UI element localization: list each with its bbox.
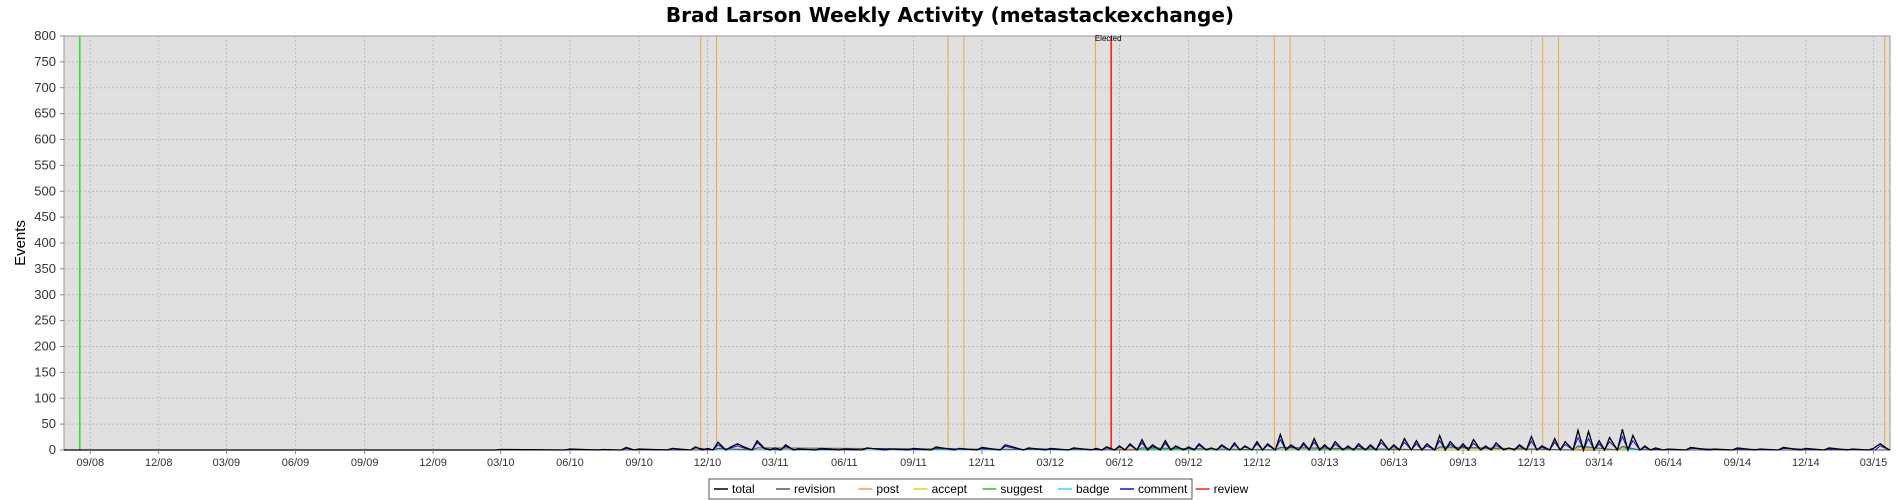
- y-tick-label: 350: [34, 261, 56, 276]
- x-tick-label: 09/08: [77, 457, 105, 469]
- y-tick-label: 450: [34, 209, 56, 224]
- grid-lines: [64, 36, 1890, 450]
- y-tick-label: 600: [34, 132, 56, 147]
- x-tick-label: 12/09: [419, 457, 447, 469]
- x-tick-label: 03/10: [487, 457, 515, 469]
- y-tick-label: 0: [49, 442, 56, 457]
- y-axis-label: Events: [12, 220, 29, 266]
- x-tick-label: 03/13: [1311, 457, 1339, 469]
- y-tick-label: 300: [34, 287, 56, 302]
- y-tick-label: 550: [34, 157, 56, 172]
- legend-item-suggest: suggest: [1000, 482, 1043, 496]
- legend-item-accept: accept: [932, 482, 968, 496]
- legend-item-comment: comment: [1138, 482, 1188, 496]
- x-tick-label: 12/14: [1792, 457, 1820, 469]
- x-tick-label: 12/12: [1243, 457, 1271, 469]
- series-line-badge: [64, 446, 1890, 451]
- data-series: [64, 427, 1891, 453]
- x-tick-label: 03/11: [762, 457, 789, 469]
- x-tick-label: 03/09: [213, 457, 241, 469]
- x-tick-label: 12/08: [145, 457, 173, 469]
- x-tick-label: 12/11: [969, 457, 996, 469]
- x-tick-label: 03/15: [1860, 457, 1888, 469]
- y-tick-label: 100: [34, 390, 56, 405]
- y-tick-label: 650: [34, 106, 56, 121]
- legend-item-revision: revision: [794, 482, 835, 496]
- y-tick-label: 800: [34, 28, 56, 43]
- x-tick-label: 12/10: [694, 457, 722, 469]
- legend-item-badge: badge: [1076, 482, 1110, 496]
- x-tick-label: 09/14: [1724, 457, 1752, 469]
- y-tick-label: 700: [34, 80, 56, 95]
- x-tick-label: 06/10: [556, 457, 584, 469]
- y-axis: 0 50 100 150 200 250 300 350 400 450 500 550 600 650 7…: [34, 28, 64, 457]
- event-label: Elected: [1095, 34, 1122, 43]
- series-line-total: [64, 427, 1891, 453]
- y-tick-label: 150: [34, 364, 56, 379]
- x-tick-label: 06/14: [1654, 457, 1682, 469]
- x-tick-label: 06/09: [282, 457, 310, 469]
- legend-item-review: review: [1214, 482, 1249, 496]
- x-tick-label: 03/14: [1585, 457, 1613, 469]
- legend-item-post: post: [876, 482, 899, 496]
- x-tick-label: 09/09: [351, 457, 379, 469]
- x-tick-label: 06/11: [831, 457, 858, 469]
- x-axis: 09/08 12/08 03/09 06/09 09/09 12/09 03/10 06/10…: [77, 450, 1888, 469]
- x-tick-label: 09/10: [625, 457, 653, 469]
- legend-item-total: total: [732, 482, 755, 496]
- x-tick-label: 09/13: [1449, 457, 1477, 469]
- x-tick-label: 03/12: [1037, 457, 1065, 469]
- y-tick-label: 250: [34, 313, 56, 328]
- x-tick-label: 09/12: [1175, 457, 1203, 469]
- y-tick-label: 400: [34, 235, 56, 250]
- y-tick-label: 500: [34, 183, 56, 198]
- event-markers: Elected: [78, 34, 1886, 450]
- x-tick-label: 06/12: [1106, 457, 1134, 469]
- x-tick-label: 09/11: [900, 457, 927, 469]
- y-tick-label: 750: [34, 54, 56, 69]
- chart-title: Brad Larson Weekly Activity (metastackex…: [666, 3, 1234, 27]
- y-tick-label: 200: [34, 339, 56, 354]
- y-tick-label: 50: [42, 416, 56, 431]
- legend-box: [708, 478, 1193, 500]
- chart-legend: total revision post accept suggest badge comme…: [708, 478, 1249, 500]
- x-tick-label: 12/13: [1518, 457, 1546, 469]
- x-tick-label: 06/13: [1380, 457, 1408, 469]
